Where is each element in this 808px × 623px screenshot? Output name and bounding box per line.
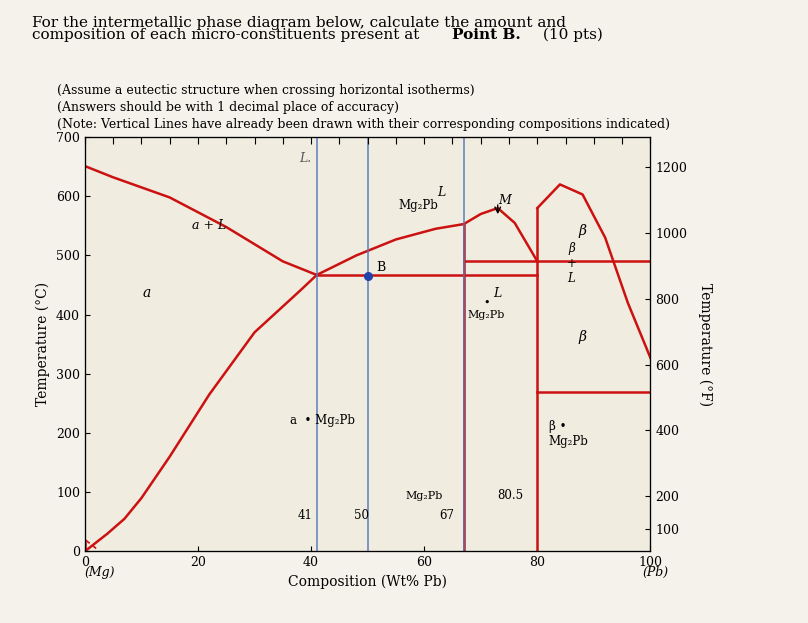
Text: L: L — [437, 186, 445, 199]
Text: •
Mg₂Pb: • Mg₂Pb — [468, 298, 505, 320]
Text: (Pb): (Pb) — [642, 566, 668, 579]
Text: β
+
L: β + L — [566, 242, 576, 285]
Text: Mg₂Pb: Mg₂Pb — [406, 492, 443, 502]
Text: a: a — [143, 286, 151, 300]
X-axis label: Composition (Wt% Pb): Composition (Wt% Pb) — [288, 575, 447, 589]
Y-axis label: Temperature (°C): Temperature (°C) — [36, 282, 50, 406]
Text: L.: L. — [299, 152, 312, 165]
Text: (Mg): (Mg) — [85, 566, 116, 579]
Text: (10 pts): (10 pts) — [538, 28, 603, 42]
Text: 41: 41 — [298, 509, 313, 522]
Text: (Assume a eutectic structure when crossing horizontal isotherms): (Assume a eutectic structure when crossi… — [57, 84, 474, 97]
Text: Point B.: Point B. — [452, 28, 520, 42]
Text: 80.5: 80.5 — [498, 489, 524, 502]
Text: B: B — [376, 261, 385, 274]
Text: β: β — [579, 330, 587, 345]
Text: composition of each micro-constituents present at: composition of each micro-constituents p… — [32, 28, 424, 42]
Text: β: β — [579, 224, 587, 238]
Text: Mg₂Pb: Mg₂Pb — [398, 199, 439, 212]
Y-axis label: Temperature (°F): Temperature (°F) — [698, 283, 713, 406]
Text: 50: 50 — [355, 509, 369, 522]
Text: a  • Mg₂Pb: a • Mg₂Pb — [290, 414, 355, 427]
Text: For the intermetallic phase diagram below, calculate the amount and: For the intermetallic phase diagram belo… — [32, 16, 566, 29]
Text: a + L: a + L — [192, 219, 226, 232]
Text: (Answers should be with 1 decimal place of accuracy): (Answers should be with 1 decimal place … — [57, 101, 398, 114]
Text: 67: 67 — [440, 509, 454, 522]
Text: L: L — [494, 287, 502, 300]
Text: (Note: Vertical Lines have already been drawn with their corresponding compositi: (Note: Vertical Lines have already been … — [57, 118, 670, 131]
Text: β •
Mg₂Pb: β • Mg₂Pb — [549, 420, 588, 448]
Text: M: M — [498, 194, 511, 207]
